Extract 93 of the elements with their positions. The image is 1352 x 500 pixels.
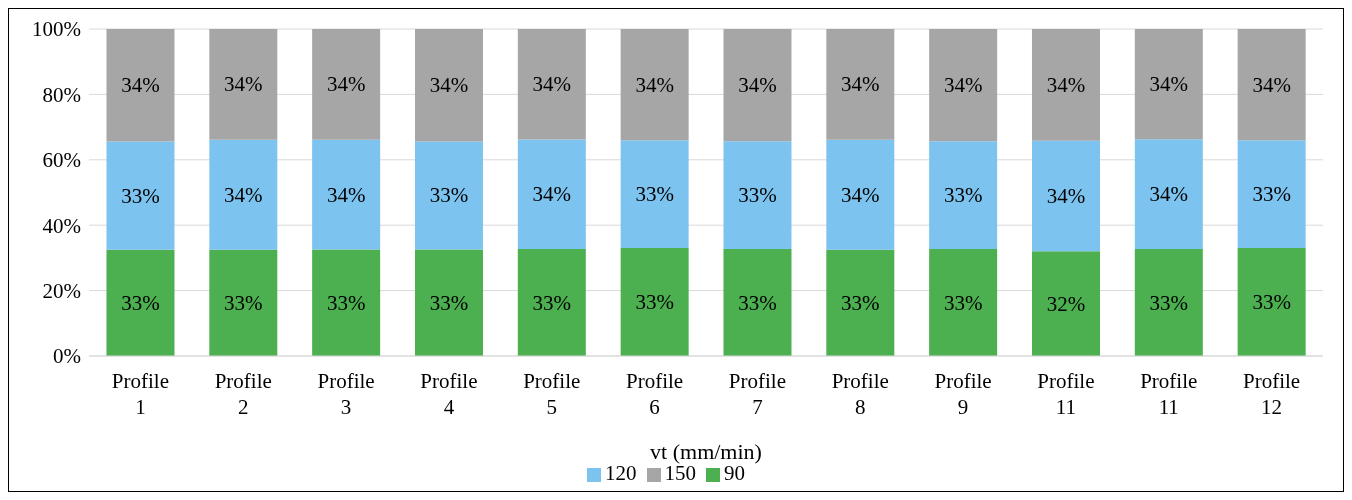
data-label: 34% [1046, 184, 1086, 209]
x-tick-label: Profile 11 [1037, 369, 1095, 419]
bar [723, 249, 792, 356]
x-tick-label: Profile 12 [1243, 369, 1301, 419]
bar [1134, 29, 1203, 140]
x-tick-label: Profile 9 [934, 369, 992, 419]
bar [106, 249, 175, 356]
bar [1134, 139, 1203, 250]
y-tick-label: 0% [53, 344, 81, 369]
data-label: 34% [1046, 72, 1086, 97]
y-tick-label: 40% [42, 213, 81, 238]
data-label: 34% [326, 72, 366, 97]
data-label: 34% [841, 72, 880, 97]
bar [106, 141, 175, 250]
data-label: 34% [429, 73, 469, 98]
data-label: 33% [532, 290, 572, 315]
data-label: 33% [224, 290, 263, 315]
bar [312, 139, 381, 250]
bar [312, 249, 381, 356]
bar [620, 140, 689, 249]
data-label: 34% [1149, 72, 1189, 97]
data-label: 33% [121, 183, 160, 208]
bar [620, 248, 689, 356]
bar [826, 29, 895, 140]
bar [826, 249, 895, 356]
bar [929, 249, 998, 356]
y-tick-label: 80% [42, 82, 81, 107]
data-label: 33% [635, 290, 674, 315]
bar [826, 139, 895, 250]
y-tick-label: 60% [42, 148, 81, 173]
bar [414, 29, 483, 142]
legend-label: 120 [605, 461, 637, 485]
data-label: 33% [1252, 290, 1291, 315]
data-label: 33% [429, 290, 469, 315]
bar [414, 249, 483, 356]
bar [312, 29, 381, 140]
bar [209, 249, 278, 356]
x-tick-label: Profile 7 [728, 369, 786, 419]
data-label: 34% [224, 72, 263, 97]
data-label: 34% [224, 182, 263, 207]
data-label: 32% [1046, 291, 1086, 316]
x-tick-label: Profile 8 [831, 369, 889, 419]
bar [1237, 140, 1306, 249]
bar [1237, 29, 1306, 141]
x-tick-label: Profile 1 [111, 369, 169, 419]
data-label: 34% [635, 72, 674, 97]
data-label: 34% [943, 73, 983, 98]
data-label: 33% [1149, 290, 1189, 315]
bar [1031, 251, 1100, 356]
bar [723, 29, 792, 142]
x-tick-label: Profile 2 [214, 369, 272, 419]
x-tick-label: Profile 4 [420, 369, 478, 419]
data-label: 34% [841, 182, 880, 207]
legend-label: 90 [724, 461, 745, 485]
data-label: 33% [1252, 182, 1291, 207]
data-label: 33% [738, 290, 777, 315]
bar [414, 141, 483, 250]
data-label: 34% [326, 182, 366, 207]
bar [1134, 249, 1203, 356]
bar [723, 141, 792, 250]
x-tick-label: Profile 5 [523, 369, 581, 419]
bar [517, 29, 586, 140]
bar [929, 141, 998, 250]
data-label: 33% [738, 183, 777, 208]
data-label: 34% [738, 73, 777, 98]
bar [1031, 140, 1100, 252]
x-tick-label: Profile 3 [317, 369, 375, 419]
data-label: 34% [532, 72, 572, 97]
bar [1237, 248, 1306, 356]
bar [517, 249, 586, 356]
data-label: 33% [326, 290, 366, 315]
x-tick-label: Profile 6 [626, 369, 684, 419]
bar [1031, 29, 1100, 141]
data-label: 33% [121, 290, 160, 315]
data-label: 34% [1149, 182, 1189, 207]
y-tick-label: 20% [42, 279, 81, 304]
bar [620, 29, 689, 141]
y-tick-label: 100% [32, 17, 81, 42]
bar [209, 29, 278, 140]
bar [517, 139, 586, 250]
data-label: 33% [429, 183, 469, 208]
data-label: 34% [121, 73, 160, 98]
data-label: 33% [943, 290, 983, 315]
data-label: 34% [532, 182, 572, 207]
data-label: 33% [841, 290, 880, 315]
data-label: 34% [1252, 72, 1291, 97]
bar [209, 139, 278, 250]
x-axis-title: vt (mm/min) [650, 439, 762, 464]
data-label: 33% [943, 183, 983, 208]
data-label: 33% [635, 182, 674, 207]
x-tick-label: Profile 11 [1140, 369, 1198, 419]
bar [929, 29, 998, 142]
bar [106, 29, 175, 142]
